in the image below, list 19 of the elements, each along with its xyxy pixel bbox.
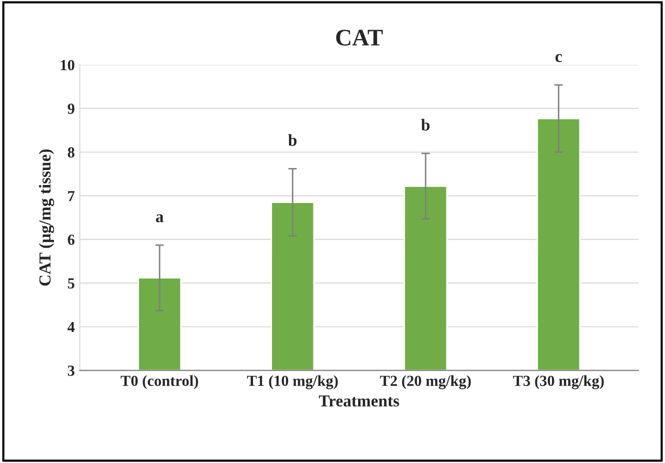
y-tick-label: 8 <box>68 147 74 158</box>
y-tick-label: 6 <box>68 234 74 245</box>
annotation: a <box>156 214 164 222</box>
x-tick-label: T3 (30 mg/kg) <box>513 375 604 390</box>
annotation: b <box>288 134 297 146</box>
x-tick-label: T2 (20 mg/kg) <box>380 375 471 390</box>
annotation: b <box>421 118 430 131</box>
x-tick-label: T0 (control) <box>120 375 198 390</box>
text: c <box>555 54 562 62</box>
y-tick-label: 4 <box>68 322 75 332</box>
x-tick-label: T1 (10 mg/kg) <box>247 375 338 390</box>
chart-title: CAT <box>336 30 383 46</box>
y-tick-label: 7 <box>68 191 75 202</box>
y-tick-label: 5 <box>68 278 74 289</box>
y-tick-label: 9 <box>68 104 74 114</box>
y-tick-label: 3 <box>68 366 74 376</box>
x-axis-title: Treatments <box>318 395 400 407</box>
y-axis-title: CAT (µg/mg tissue) <box>38 149 54 286</box>
y-tick-label: 10 <box>60 60 74 70</box>
